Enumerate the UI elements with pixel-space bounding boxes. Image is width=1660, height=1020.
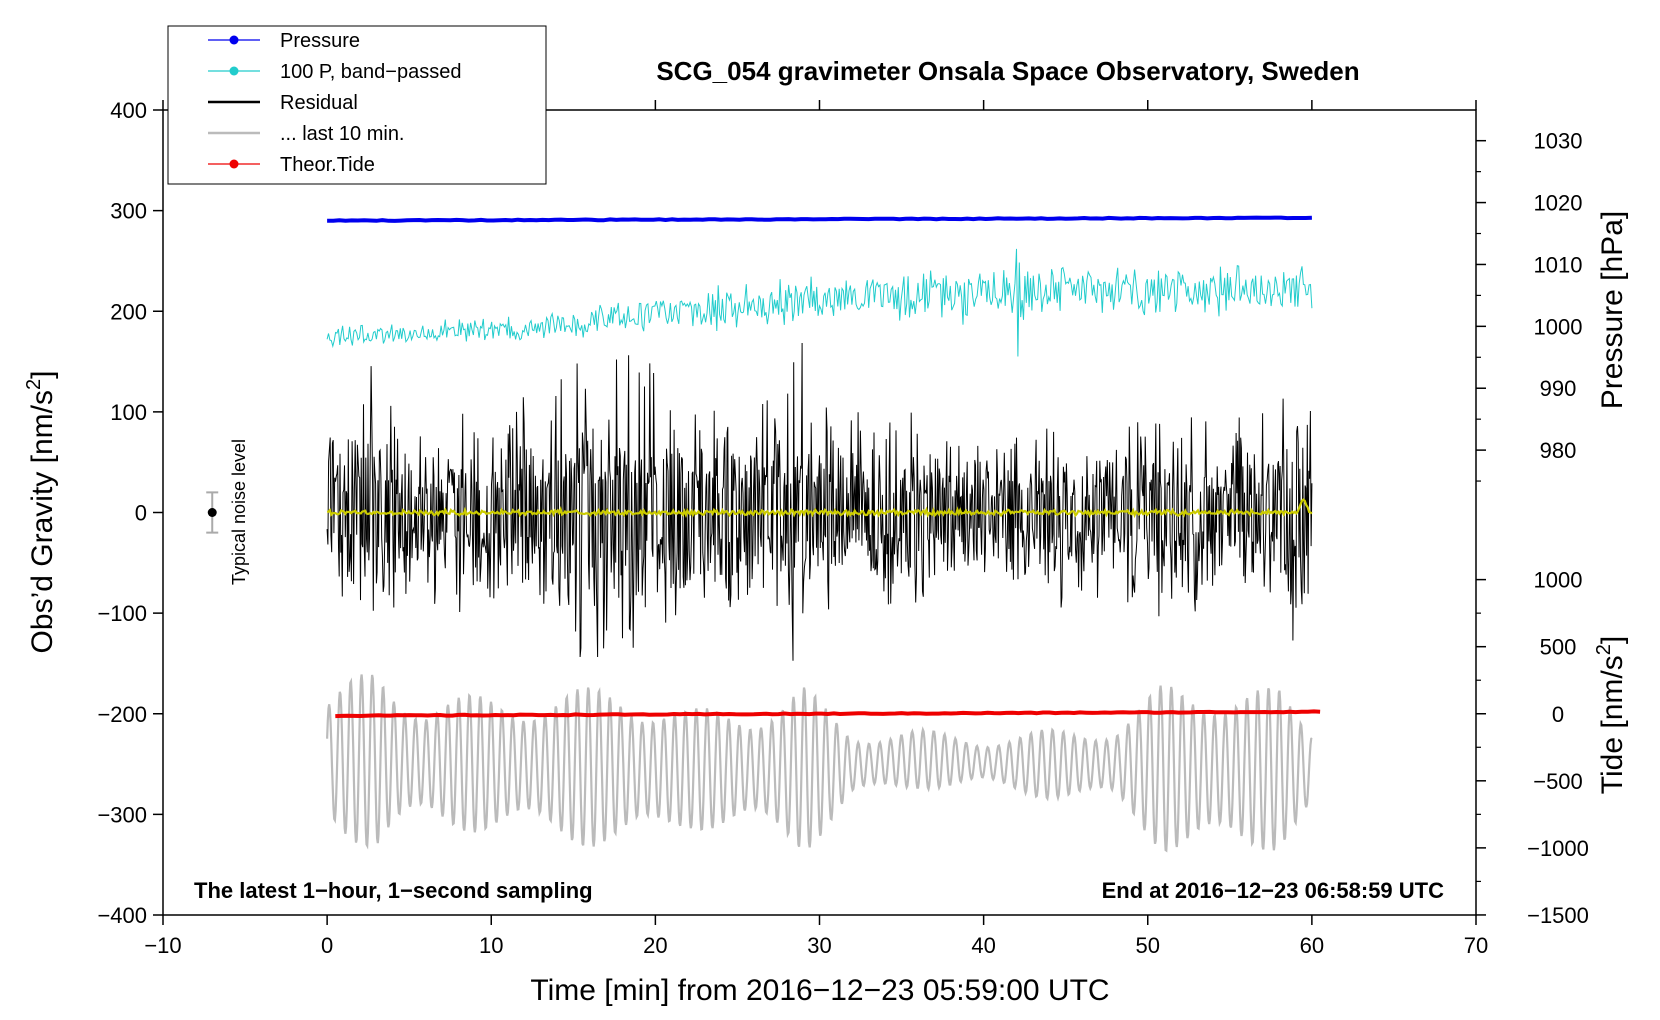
legend: Pressure 100 P, band−passed Residual ... la… bbox=[167, 25, 547, 185]
tide-tick-label: 500 bbox=[1540, 635, 1577, 660]
y-tick-label: 400 bbox=[110, 98, 147, 123]
y-tick-label: −400 bbox=[97, 903, 147, 928]
noise-bar-dot bbox=[207, 508, 217, 517]
legend-label: 100 P, band−passed bbox=[280, 61, 461, 83]
series-pressure bbox=[327, 215, 1312, 223]
pressure-tick-label: 1030 bbox=[1534, 129, 1583, 154]
annotation-bottom-right: End at 2016−12−23 06:58:59 UTC bbox=[1102, 878, 1445, 903]
legend-swatch-marker bbox=[229, 159, 239, 169]
y-tick-label: 300 bbox=[110, 199, 147, 224]
x-tick-label: 70 bbox=[1464, 933, 1488, 958]
y-axis-title-left-text: Obs’d Gravity [nm/s bbox=[26, 390, 59, 653]
series-theor-tide bbox=[335, 709, 1321, 719]
tide-axis-title: Tide [nm/s2] bbox=[1593, 636, 1629, 794]
x-tick-label: 20 bbox=[643, 933, 667, 958]
y-tick-label: 100 bbox=[110, 400, 147, 425]
legend-entries: Pressure 100 P, band−passed Residual ... la… bbox=[208, 30, 461, 176]
pressure-tick-label: 1010 bbox=[1534, 252, 1583, 277]
series-residual bbox=[326, 342, 1313, 661]
y-tick-label: −200 bbox=[97, 702, 147, 727]
tide-tick-label: 0 bbox=[1552, 702, 1564, 727]
x-tick-label: 60 bbox=[1300, 933, 1324, 958]
x-tick-label: 40 bbox=[971, 933, 995, 958]
pressure-tick-label: 1020 bbox=[1534, 191, 1583, 216]
pressure-axis-title: Pressure [hPa] bbox=[1596, 211, 1629, 409]
legend-swatch-marker bbox=[229, 35, 239, 45]
series-layer bbox=[326, 215, 1321, 853]
y-tick-label: −300 bbox=[97, 802, 147, 827]
tide-axis-title-sup: 2 bbox=[1593, 644, 1615, 655]
pressure-tick-label: 1000 bbox=[1534, 314, 1583, 339]
x-tick-label: 0 bbox=[321, 933, 333, 958]
tide-tick-label: −1500 bbox=[1527, 903, 1589, 928]
x-tick-label: 10 bbox=[479, 933, 503, 958]
axes-layer: −10 0 10 20 30 40 50 60 704003002001000−100−200−… bbox=[97, 98, 1588, 958]
y-axis-title-left-end: ] bbox=[26, 371, 59, 379]
legend-label: ... last 10 min. bbox=[280, 123, 405, 145]
annotation-bottom-left: The latest 1−hour, 1−second sampling bbox=[194, 878, 593, 903]
x-tick-label: −10 bbox=[144, 933, 181, 958]
legend-label: Residual bbox=[280, 92, 358, 114]
y-tick-label: −100 bbox=[97, 601, 147, 626]
legend-swatch-marker bbox=[229, 66, 239, 76]
x-axis-title: Time [min] from 2016−12−23 05:59:00 UTC bbox=[530, 974, 1109, 1007]
pressure-tick-label: 980 bbox=[1540, 438, 1577, 463]
x-tick-label: 50 bbox=[1136, 933, 1160, 958]
chart-title: SCG_054 gravimeter Onsala Space Observat… bbox=[656, 56, 1359, 86]
tide-tick-label: 1000 bbox=[1534, 568, 1583, 593]
tide-axis-title-end: ] bbox=[1596, 636, 1629, 644]
y-axis-title-left-sup: 2 bbox=[23, 379, 45, 390]
series-last-10-min bbox=[326, 674, 1313, 853]
tide-tick-label: −1000 bbox=[1527, 836, 1589, 861]
y-tick-label: 200 bbox=[110, 299, 147, 324]
series-100-p-band-passed bbox=[326, 248, 1313, 357]
tide-tick-label: −500 bbox=[1533, 769, 1583, 794]
tide-axis-title-text: Tide [nm/s bbox=[1596, 655, 1629, 794]
x-tick-label: 30 bbox=[807, 933, 831, 958]
legend-label: Theor.Tide bbox=[280, 154, 375, 176]
y-axis-title-left: Obs’d Gravity [nm/s2] bbox=[23, 371, 59, 654]
noise-level-label: Typical noise level bbox=[229, 439, 249, 585]
series-residual-filtered bbox=[326, 498, 1313, 519]
y-tick-label: 0 bbox=[135, 501, 147, 526]
pressure-tick-label: 990 bbox=[1540, 376, 1577, 401]
legend-label: Pressure bbox=[280, 30, 360, 52]
legend-box bbox=[167, 25, 547, 185]
